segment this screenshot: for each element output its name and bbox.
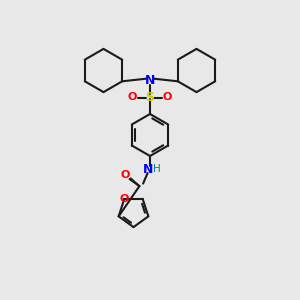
Text: H: H (153, 164, 160, 175)
Text: O: O (120, 194, 129, 204)
Text: N: N (145, 74, 155, 88)
Text: O: O (163, 92, 172, 103)
Text: N: N (142, 163, 153, 176)
Text: O: O (128, 92, 137, 103)
Text: S: S (146, 91, 154, 104)
Text: O: O (120, 169, 130, 180)
